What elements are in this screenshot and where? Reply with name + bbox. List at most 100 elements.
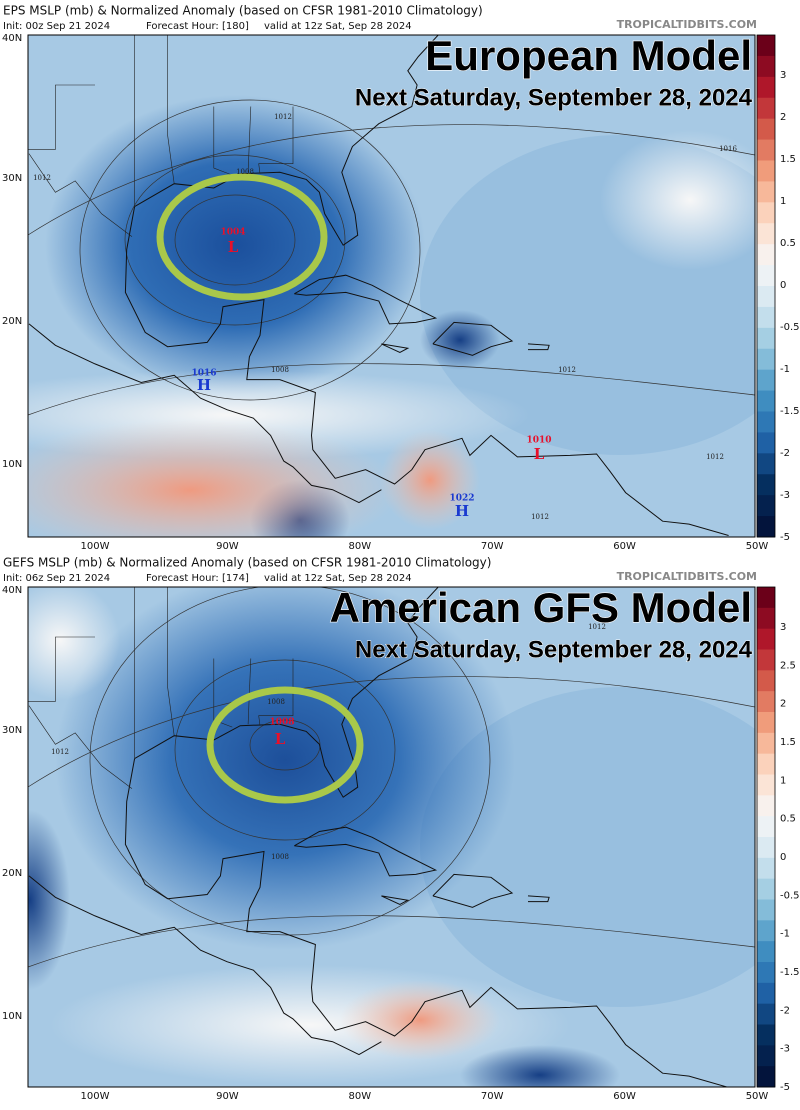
colorbar-segment xyxy=(757,899,775,921)
lon-label: 90W xyxy=(216,541,239,552)
colorbar-segment xyxy=(757,712,775,734)
colorbar-segment xyxy=(757,369,775,392)
colorbar-segment xyxy=(757,837,775,859)
map-frame xyxy=(27,586,756,1088)
map-frame xyxy=(27,34,756,538)
border xyxy=(247,106,252,173)
map-label: 1012 xyxy=(588,623,606,631)
header-valid: valid at 12z Sat, Sep 28 2024 xyxy=(264,573,412,584)
model-panel: GEFS MSLP (mb) & Normalized Anomaly (bas… xyxy=(2,556,800,1103)
lat-label: 30N xyxy=(2,173,22,184)
highlight-circle xyxy=(156,173,328,301)
header-init: Init: 00z Sep 21 2024 xyxy=(3,21,110,32)
colorbar-segment xyxy=(757,1045,775,1067)
colorbar-label: 1 xyxy=(780,196,786,207)
map-label: 1012 xyxy=(558,366,576,374)
border xyxy=(167,587,175,736)
colorbar-label: 2 xyxy=(780,112,786,123)
overlay-title: American GFS Model xyxy=(330,584,752,631)
lon-label: 70W xyxy=(481,1091,504,1102)
colorbar-segment xyxy=(757,306,775,329)
colorbar-segment xyxy=(757,35,775,57)
lon-label: 80W xyxy=(348,1091,371,1102)
lat-label: 40N xyxy=(2,33,22,44)
border xyxy=(28,153,133,237)
colorbar-segment xyxy=(757,327,775,350)
colorbar-label: -0.5 xyxy=(780,322,800,333)
colorbar-segment xyxy=(757,962,775,984)
map-label: 1012 xyxy=(531,513,549,521)
lat-label: 10N xyxy=(2,1011,22,1022)
coastline xyxy=(381,895,410,906)
colorbar-label: -3 xyxy=(780,490,790,501)
anomaly-shade xyxy=(600,130,755,270)
colorbar-segment xyxy=(757,286,775,308)
anomaly-shade xyxy=(340,980,500,1060)
colorbar-label: 1 xyxy=(780,775,786,786)
map-label: 1016 xyxy=(719,145,737,153)
watermark: TROPICALTIDBITS.COM xyxy=(617,18,757,31)
map: 1008 L 1012 1008 1012 1008 xyxy=(28,587,755,1087)
isobar xyxy=(28,676,755,788)
header-init: Init: 06z Sep 21 2024 xyxy=(3,573,110,584)
colorbar-segment xyxy=(757,474,775,496)
anomaly-shade xyxy=(28,810,70,990)
coastline xyxy=(432,321,514,356)
colorbar-segment xyxy=(757,160,775,182)
map-label: 1008 xyxy=(271,853,289,861)
colorbar-segment xyxy=(757,223,775,245)
colorbar-frame xyxy=(756,34,776,538)
colorbar-segment xyxy=(757,1003,775,1025)
colorbar-segment xyxy=(757,816,775,838)
map-label: 1012 xyxy=(33,174,51,182)
header-valid: valid at 12z Sat, Sep 28 2024 xyxy=(264,21,412,32)
colorbar-segment xyxy=(757,244,775,266)
colorbar-segment xyxy=(757,878,775,900)
colorbar-segment xyxy=(757,1066,775,1088)
border xyxy=(167,35,175,184)
coastline xyxy=(28,323,382,504)
lon-label: 90W xyxy=(216,1091,239,1102)
map-label: 1012 xyxy=(51,748,69,756)
map-label: 1022 xyxy=(449,494,474,504)
border xyxy=(247,658,252,725)
colorbar-segment xyxy=(757,628,775,650)
overlay-title: European Model xyxy=(425,32,752,79)
colorbar-segment xyxy=(757,587,775,609)
model-panel: EPS MSLP (mb) & Normalized Anomaly (base… xyxy=(2,4,800,553)
coastline xyxy=(294,274,438,325)
lat-label: 10N xyxy=(2,459,22,470)
lat-label: 40N xyxy=(2,585,22,596)
anomaly-shade xyxy=(380,430,480,530)
isobar xyxy=(28,124,755,236)
lon-label: 80W xyxy=(348,541,371,552)
map-label: H xyxy=(197,376,211,394)
colorbar-label: 0.5 xyxy=(780,814,796,825)
map-label: 1010 xyxy=(526,436,551,446)
isobar xyxy=(28,363,755,416)
map-label: 1008 xyxy=(271,366,289,374)
colorbar-segment xyxy=(757,795,775,817)
map-label: L xyxy=(228,238,239,256)
map-label: 1008 xyxy=(267,698,285,706)
colorbar-segment xyxy=(757,76,775,99)
isobar xyxy=(174,194,296,286)
header-title: GEFS MSLP (mb) & Normalized Anomaly (bas… xyxy=(3,556,491,570)
map-label: 1004 xyxy=(220,228,245,238)
colorbar-segment xyxy=(757,753,775,775)
colorbar-segment xyxy=(757,118,775,141)
colorbar-segment xyxy=(757,982,775,1005)
colorbar-segment xyxy=(757,181,775,203)
colorbar-segment xyxy=(757,857,775,880)
lon-label: 60W xyxy=(613,541,636,552)
colorbar-segment xyxy=(757,265,775,287)
coastline xyxy=(381,343,410,354)
coastline xyxy=(432,873,514,908)
map-label: L xyxy=(275,730,286,748)
colorbar-label: -1.5 xyxy=(780,406,800,417)
colorbar-segment xyxy=(757,453,775,475)
coastline xyxy=(527,343,550,351)
colorbar-segment xyxy=(757,670,775,692)
colorbar-segment xyxy=(757,774,775,796)
map-label: L xyxy=(534,445,545,463)
